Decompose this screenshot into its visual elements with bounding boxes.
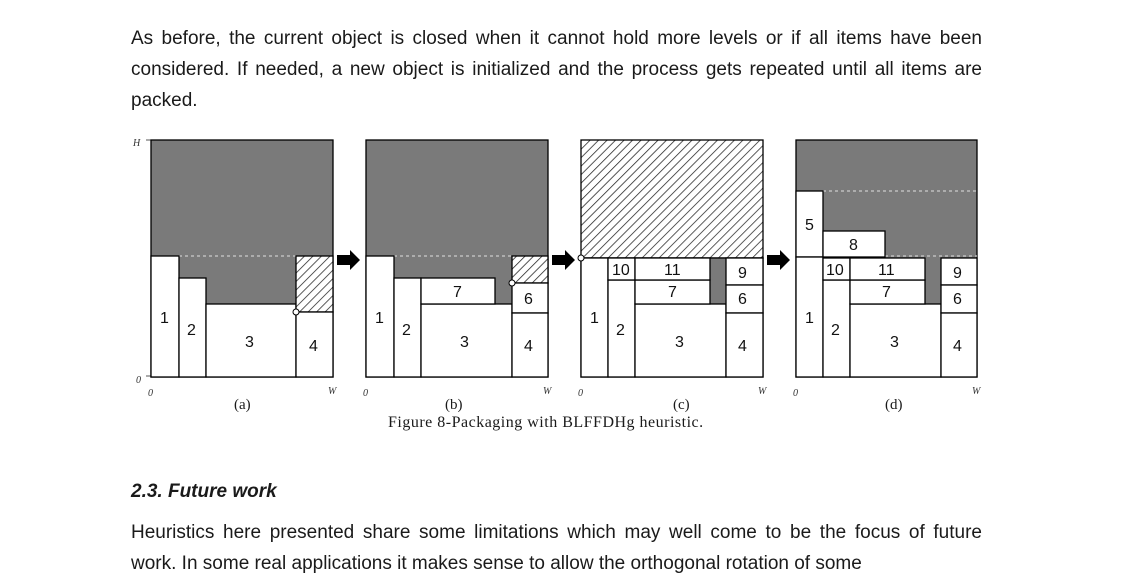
label-1: 1 <box>160 310 169 327</box>
svg-text:1: 1 <box>375 310 384 327</box>
svg-text:W: W <box>972 386 982 397</box>
arrow-c-d <box>767 250 790 270</box>
svg-text:W: W <box>328 386 338 397</box>
panel-a: 1 2 3 4 0 W <box>148 139 338 399</box>
panel-d: 1 2 3 4 7 6 10 11 9 5 8 0 W <box>793 139 982 399</box>
axis-zero-left: 0 <box>136 375 141 386</box>
svg-text:10: 10 <box>826 262 844 279</box>
body-paragraph: Heuristics here presented share some lim… <box>131 522 982 574</box>
svg-text:6: 6 <box>953 291 962 308</box>
label-2: 2 <box>187 322 196 339</box>
svg-text:W: W <box>543 386 553 397</box>
panel-c: 1 2 3 4 7 6 10 11 9 0 W <box>577 139 768 399</box>
item-2 <box>178 277 207 378</box>
svg-text:1: 1 <box>590 310 599 327</box>
item-4 <box>295 311 334 378</box>
label-3: 3 <box>245 334 254 351</box>
svg-text:4: 4 <box>738 338 747 355</box>
svg-text:2: 2 <box>831 322 840 339</box>
svg-text:0: 0 <box>363 388 368 399</box>
svg-text:4: 4 <box>953 338 962 355</box>
packing-figure: H 0 1 2 3 4 0 W 1 2 3 4 7 6 <box>132 138 982 399</box>
svg-text:9: 9 <box>953 265 962 282</box>
sublabel-c: (c) <box>673 397 690 413</box>
svg-text:10: 10 <box>612 262 630 279</box>
svg-text:3: 3 <box>675 334 684 351</box>
svg-text:7: 7 <box>668 284 677 301</box>
svg-text:7: 7 <box>453 284 462 301</box>
arrow-b-c <box>552 250 575 270</box>
svg-text:6: 6 <box>524 291 533 308</box>
svg-text:0: 0 <box>148 388 153 399</box>
svg-text:11: 11 <box>878 262 895 279</box>
svg-text:3: 3 <box>890 334 899 351</box>
svg-text:7: 7 <box>882 284 891 301</box>
svg-text:4: 4 <box>524 338 533 355</box>
svg-text:11: 11 <box>664 262 681 279</box>
svg-text:8: 8 <box>849 237 858 254</box>
item-1 <box>150 255 180 378</box>
svg-text:5: 5 <box>805 217 814 234</box>
label-4: 4 <box>309 338 318 355</box>
hatched-area <box>295 255 334 313</box>
axis-h-label: H <box>132 138 141 149</box>
svg-text:W: W <box>758 386 768 397</box>
svg-text:2: 2 <box>616 322 625 339</box>
sublabel-b: (b) <box>445 397 463 413</box>
svg-text:9: 9 <box>738 265 747 282</box>
intro-paragraph: As before, the current object is closed … <box>131 28 982 111</box>
sublabel-d: (d) <box>885 397 903 413</box>
svg-text:6: 6 <box>738 291 747 308</box>
svg-text:1: 1 <box>805 310 814 327</box>
item-3 <box>205 303 297 378</box>
svg-text:2: 2 <box>402 322 411 339</box>
arrow-a-b <box>337 250 360 270</box>
svg-text:0: 0 <box>793 388 798 399</box>
svg-text:3: 3 <box>460 334 469 351</box>
section-heading: 2.3. Future work <box>131 481 277 502</box>
sublabel-a: (a) <box>234 397 251 413</box>
panel-b: 1 2 3 4 7 6 0 W <box>363 139 553 399</box>
svg-text:0: 0 <box>578 388 583 399</box>
figure-caption: Figure 8-Packaging with BLFFDHg heuristi… <box>388 414 704 431</box>
